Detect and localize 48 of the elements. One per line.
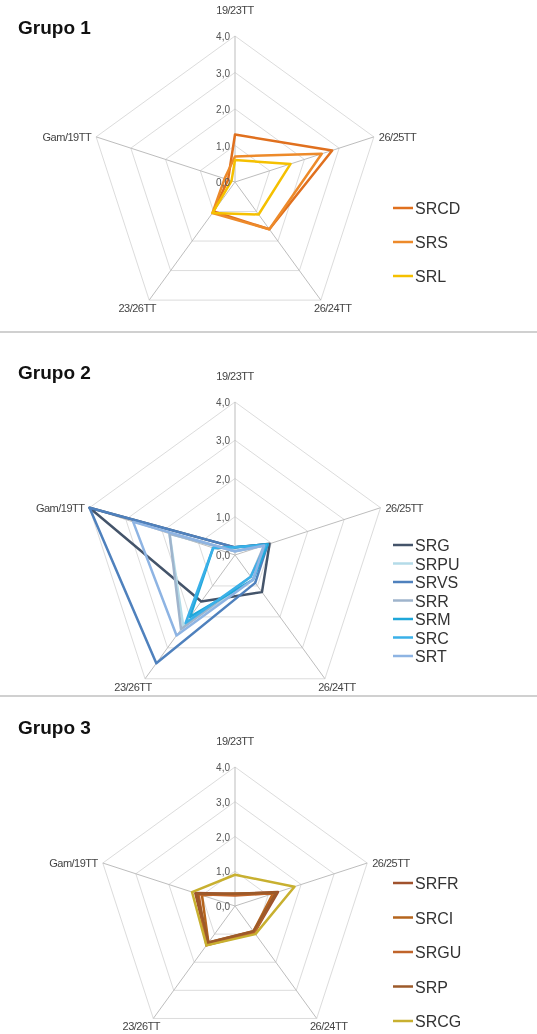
y-tick-label: 1,0 [216, 140, 231, 152]
spoke-label: 23/26TT [118, 302, 157, 315]
spoke-label: 26/24TT [318, 680, 357, 693]
y-tick-label: 2,0 [216, 104, 231, 115]
y-tick-label: 3,0 [216, 67, 231, 79]
y-tick-label: 2,0 [216, 831, 231, 843]
spoke-label: 26/24TT [309, 1020, 349, 1033]
spoke-label: 26/25TT [378, 130, 418, 143]
y-tick-label: 0,0 [216, 901, 231, 912]
legend-label: SRGU [415, 944, 462, 961]
y-tick-label: 4,0 [216, 31, 231, 42]
legend-label: SRCD [415, 200, 461, 217]
spoke-label: Gam/19TT [42, 130, 92, 143]
legend-label: SRS [415, 234, 448, 251]
spoke-label: Gam/19TT [35, 501, 86, 514]
spoke-label: 23/26TT [114, 680, 153, 693]
spoke-label: Gam/19TT [49, 857, 99, 870]
spoke-label: 19/23TT [216, 4, 255, 16]
spoke-label: 26/25TT [372, 857, 411, 870]
y-tick-label: 3,0 [216, 796, 231, 808]
text: Grupo 1 [18, 17, 92, 38]
legend-label: SRM [415, 611, 451, 628]
legend-label: SRT [415, 648, 447, 665]
y-tick-label: 4,0 [216, 762, 231, 773]
legend-label: SRP [415, 978, 448, 996]
legend-label: SRCI [415, 909, 454, 927]
legend-label: SRG [415, 537, 450, 554]
legend-label: SRC [415, 629, 449, 647]
legend-label: SRR [415, 592, 449, 610]
legend-label: SRFR [415, 875, 459, 892]
y-tick-label: 1,0 [216, 866, 231, 878]
spoke-label: 19/23TT [216, 370, 255, 382]
spoke-label: 19/23TT [216, 735, 255, 747]
y-tick-label: 1,0 [216, 511, 231, 523]
y-tick-label: 0,0 [216, 177, 231, 188]
chart-title: Grupo 3 [18, 717, 91, 738]
legend-label: SRVS [415, 574, 459, 591]
legend-label: SRPU [415, 555, 460, 573]
legend-label: SRCG [415, 1013, 462, 1030]
y-tick-label: 0,0 [216, 550, 231, 561]
spoke-label: 26/24TT [314, 302, 353, 315]
y-tick-label: 2,0 [216, 473, 231, 485]
chart-title: Grupo 2 [18, 362, 91, 383]
spoke-label: 23/26TT [122, 1020, 161, 1033]
spoke-label: 26/25TT [385, 501, 424, 514]
y-tick-label: 3,0 [216, 435, 231, 447]
legend-label: SRL [415, 268, 447, 285]
y-tick-label: 4,0 [216, 397, 231, 408]
